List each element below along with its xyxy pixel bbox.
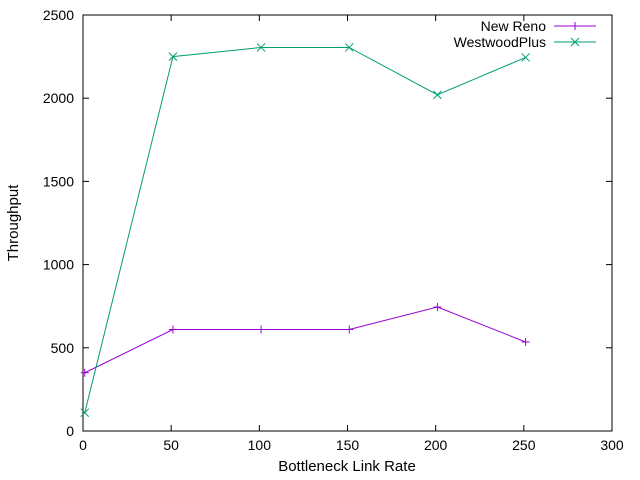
series-westwoodplus [80, 43, 530, 418]
x-tick-label: 50 [163, 437, 179, 453]
legend-label: WestwoodPlus [454, 34, 546, 50]
plot-frame [82, 14, 613, 432]
data-point-westwoodplus [168, 52, 178, 61]
y-tick-label: 500 [51, 340, 75, 356]
legend-entry-new-reno: New Reno [481, 18, 596, 34]
x-tick-label: 200 [424, 437, 448, 453]
data-point-westwoodplus [80, 408, 90, 418]
x-tick-label: 250 [512, 437, 536, 453]
legend-marker [570, 37, 580, 47]
data-point-westwoodplus [344, 43, 354, 52]
y-tick-label: 0 [66, 423, 74, 439]
axis-ticks: 0 50 100 150 200 250 300 0 500 1000 1500 2000 2500 [43, 7, 624, 453]
x-tick-label: 150 [336, 437, 360, 453]
x-tick-label: 300 [600, 437, 624, 453]
y-tick-label: 2000 [43, 90, 74, 106]
x-tick-label: 0 [79, 437, 87, 453]
series-line-new-reno [84, 306, 526, 374]
legend-entry-westwoodplus: WestwoodPlus [454, 34, 596, 50]
data-point-westwoodplus [521, 53, 530, 62]
series-new-reno [80, 303, 530, 377]
x-tick-label: 100 [248, 437, 272, 453]
data-point-westwoodplus [256, 43, 266, 52]
x-axis-label: Bottleneck Link Rate [278, 458, 416, 475]
y-tick-label: 2500 [43, 7, 74, 23]
y-axis-label: Throughput [5, 184, 22, 262]
series-layer [80, 43, 530, 418]
data-point-westwoodplus [433, 90, 442, 100]
y-tick-label: 1000 [43, 257, 74, 273]
y-tick-label: 1500 [43, 173, 74, 189]
series-line-westwoodplus [84, 46, 526, 413]
legend-label: New Reno [481, 18, 547, 34]
